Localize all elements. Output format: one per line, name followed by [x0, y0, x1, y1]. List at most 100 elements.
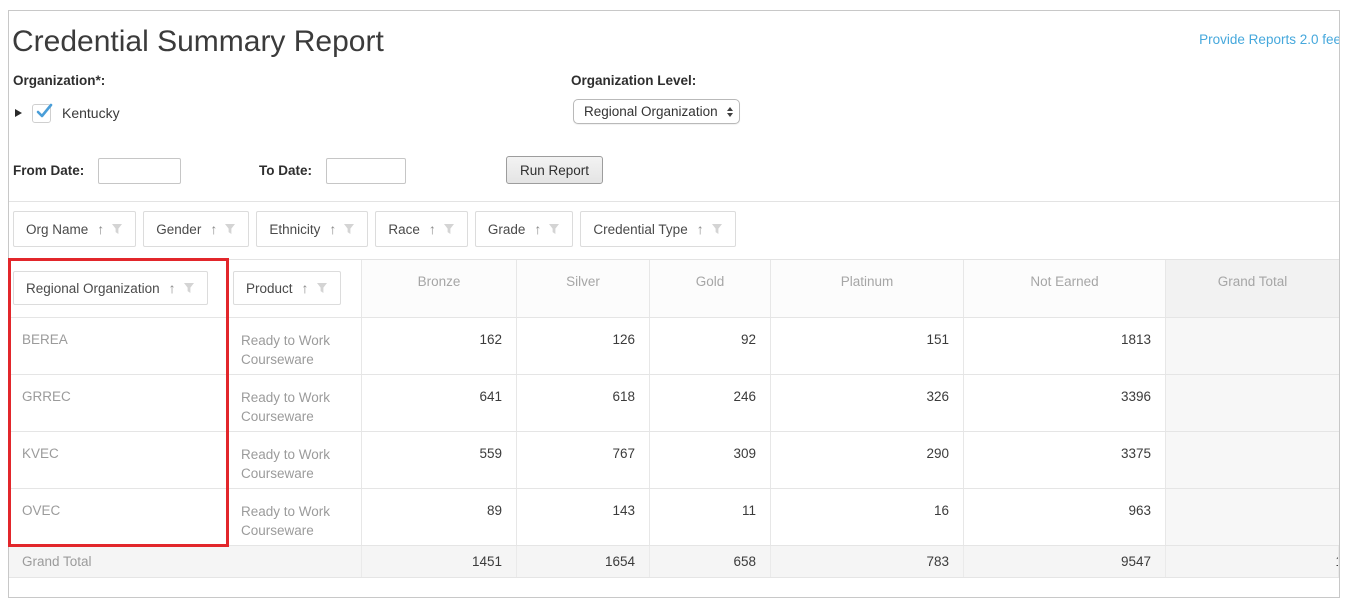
organization-level-selected-value: Regional Organization — [584, 104, 718, 119]
kentucky-checkbox[interactable] — [32, 103, 53, 123]
to-date-input[interactable] — [326, 158, 406, 184]
feedback-link[interactable]: Provide Reports 2.0 fee — [1199, 32, 1340, 47]
org-name-cell: GRREC — [9, 375, 229, 431]
sortable-column-chip-product[interactable]: Product ↑ — [233, 271, 341, 305]
organization-level-label: Organization Level: — [571, 73, 697, 88]
grand-total-cell — [1166, 432, 1339, 488]
value-cell-bronze: 89 — [362, 489, 517, 545]
sortable-column-chip-regional-organization[interactable]: Regional Organization ↑ — [13, 271, 208, 305]
org-name-cell: OVEC — [9, 489, 229, 545]
filter-chip-label-credential-type: Credential Type — [593, 221, 688, 237]
value-cell-gold: 92 — [650, 318, 771, 374]
filter-chip-label-ethnicity: Ethnicity — [269, 221, 321, 237]
table-row-berea: BEREA Ready to Work Courseware 162 126 92 151… — [9, 317, 1339, 374]
grand-total-row-label: Grand Total — [9, 546, 362, 577]
tree-expander-icon[interactable] — [15, 109, 22, 117]
value-cell-gold: 11 — [650, 489, 771, 545]
select-stepper-icon — [727, 106, 733, 117]
column-header-gold: Gold — [650, 260, 771, 317]
grand-total-cell — [1166, 489, 1339, 545]
sort-asc-icon: ↑ — [210, 221, 218, 237]
filter-chip-ethnicity[interactable]: Ethnicity ↑ — [256, 211, 369, 247]
page-title: Credential Summary Report — [12, 25, 384, 58]
sort-asc-icon: ↑ — [168, 280, 176, 296]
grand-total-value-bronze: 1451 — [362, 546, 517, 577]
value-cell-platinum: 290 — [771, 432, 964, 488]
sortable-column-chip-label-regional-organization: Regional Organization — [26, 280, 160, 296]
sort-asc-icon: ↑ — [301, 280, 309, 296]
organization-tree-item-label: Kentucky — [62, 105, 120, 121]
grand-total-value-gold: 658 — [650, 546, 771, 577]
value-cell-silver: 618 — [517, 375, 650, 431]
value-cell-bronze: 641 — [362, 375, 517, 431]
column-header-silver: Silver — [517, 260, 650, 317]
date-filter-row: From Date: To Date: Run Report — [9, 156, 1339, 190]
column-header-not-earned: Not Earned — [964, 260, 1166, 317]
product-cell: Ready to Work Courseware — [229, 432, 362, 488]
value-cell-bronze: 162 — [362, 318, 517, 374]
value-cell-not-earned: 3396 — [964, 375, 1166, 431]
from-date-label: From Date: — [13, 163, 85, 178]
filter-chip-credential-type[interactable]: Credential Type ↑ — [580, 211, 736, 247]
filter-funnel-icon — [224, 223, 236, 235]
grand-total-cell — [1166, 375, 1339, 431]
credential-summary-table: Regional Organization ↑ Product ↑ Bronze Silv… — [9, 259, 1339, 578]
product-cell: Ready to Work Courseware — [229, 318, 362, 374]
sortable-column-chip-label-product: Product — [246, 280, 293, 296]
value-cell-not-earned: 3375 — [964, 432, 1166, 488]
sort-asc-icon: ↑ — [534, 221, 542, 237]
table-row-kvec: KVEC Ready to Work Courseware 559 767 309 290… — [9, 431, 1339, 488]
grand-total-clipped-digit: 1 — [1335, 554, 1338, 569]
product-cell: Ready to Work Courseware — [229, 375, 362, 431]
value-cell-platinum: 16 — [771, 489, 964, 545]
value-cell-not-earned: 963 — [964, 489, 1166, 545]
available-column-chips: Org Name ↑ Gender ↑ Ethnicity ↑ Race ↑ Grade ↑ Cre… — [13, 211, 743, 247]
product-cell: Ready to Work Courseware — [229, 489, 362, 545]
grand-total-cell — [1166, 318, 1339, 374]
from-date-input[interactable] — [98, 158, 181, 184]
filter-funnel-icon — [711, 223, 723, 235]
filter-chip-grade[interactable]: Grade ↑ — [474, 211, 574, 247]
org-name-cell: BEREA — [9, 318, 229, 374]
table-row-grrec: GRREC Ready to Work Courseware 641 618 246 32… — [9, 374, 1339, 431]
column-header-grand-total: Grand Total — [1166, 260, 1339, 317]
grand-total-value-silver: 1654 — [517, 546, 650, 577]
filter-funnel-icon — [183, 282, 195, 294]
value-cell-gold: 309 — [650, 432, 771, 488]
filter-chip-race[interactable]: Race ↑ — [375, 211, 468, 247]
sort-asc-icon: ↑ — [428, 221, 436, 237]
section-divider — [9, 201, 1339, 202]
run-report-button[interactable]: Run Report — [506, 156, 604, 184]
organization-tree-row: Kentucky — [15, 101, 120, 125]
org-name-cell: KVEC — [9, 432, 229, 488]
value-cell-not-earned: 1813 — [964, 318, 1166, 374]
value-cell-platinum: 151 — [771, 318, 964, 374]
filter-chip-label-race: Race — [388, 221, 420, 237]
column-header-product: Product ↑ — [229, 260, 362, 317]
to-date-label: To Date: — [259, 163, 312, 178]
value-cell-silver: 143 — [517, 489, 650, 545]
organization-level-select[interactable]: Regional Organization — [573, 99, 740, 124]
filter-chip-gender[interactable]: Gender ↑ — [143, 211, 250, 247]
filter-chip-label-org-name: Org Name — [26, 221, 89, 237]
column-header-regional-organization: Regional Organization ↑ — [9, 260, 229, 317]
filter-funnel-icon — [343, 223, 355, 235]
grand-total-clipped-value: 1 — [1166, 546, 1339, 577]
grand-total-value-not-earned: 9547 — [964, 546, 1166, 577]
value-cell-silver: 126 — [517, 318, 650, 374]
column-header-platinum: Platinum — [771, 260, 964, 317]
table-row-ovec: OVEC Ready to Work Courseware 89 143 11 16 963 — [9, 488, 1339, 545]
value-cell-silver: 767 — [517, 432, 650, 488]
sort-asc-icon: ↑ — [696, 221, 704, 237]
filter-funnel-icon — [316, 282, 328, 294]
filter-chip-label-grade: Grade — [487, 221, 526, 237]
filter-chip-org-name[interactable]: Org Name ↑ — [13, 211, 137, 247]
grand-total-value-platinum: 783 — [771, 546, 964, 577]
report-card: Credential Summary Report Provide Report… — [8, 10, 1340, 598]
value-cell-gold: 246 — [650, 375, 771, 431]
filter-chip-label-gender: Gender — [156, 221, 202, 237]
filter-funnel-icon — [443, 223, 455, 235]
filter-funnel-icon — [111, 223, 123, 235]
